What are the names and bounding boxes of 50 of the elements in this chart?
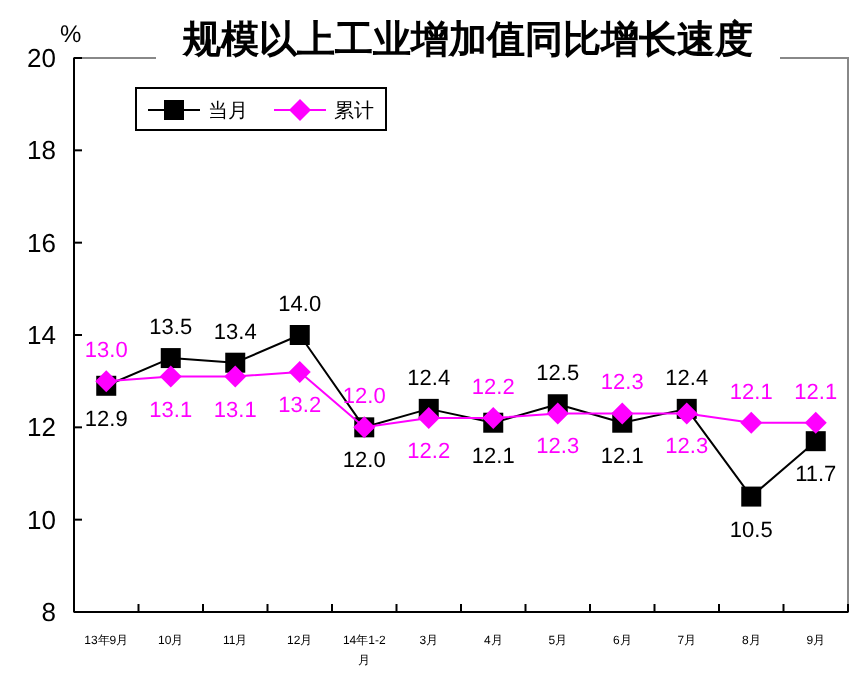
data-label: 12.3 xyxy=(665,435,709,460)
data-label: 13.1 xyxy=(149,398,193,423)
y-tick-label: 18 xyxy=(27,135,56,166)
point xyxy=(804,411,827,434)
data-label: 12.1 xyxy=(729,380,773,405)
data-label: 12.4 xyxy=(665,366,709,391)
data-label: 12.3 xyxy=(600,371,644,396)
data-label: 12.1 xyxy=(600,444,644,469)
y-tick-label: 10 xyxy=(27,504,56,535)
point xyxy=(417,407,440,430)
y-tick-label: 14 xyxy=(27,320,56,351)
point xyxy=(288,360,311,383)
chart-title: 规模以上工业增加值同比增长速度 xyxy=(181,18,753,62)
point xyxy=(224,365,247,388)
point xyxy=(159,365,182,388)
data-label: 10.5 xyxy=(729,518,773,543)
data-label: 13.4 xyxy=(213,320,257,345)
point xyxy=(160,348,181,369)
point xyxy=(741,486,762,507)
point xyxy=(95,370,118,393)
y-tick-label: 12 xyxy=(27,412,56,443)
data-label: 13.5 xyxy=(149,316,193,341)
data-label: 14.0 xyxy=(278,293,322,317)
point xyxy=(289,325,310,345)
point xyxy=(546,402,569,425)
data-label: 12.2 xyxy=(471,376,515,401)
y-tick-label: 20 xyxy=(27,43,56,74)
y-axis-title: % xyxy=(60,20,82,48)
data-label: 12.9 xyxy=(84,407,128,432)
point xyxy=(482,407,505,430)
data-label: 12.2 xyxy=(407,440,451,465)
data-label: 12.1 xyxy=(794,380,838,405)
point xyxy=(611,402,634,425)
data-label: 13.1 xyxy=(213,398,257,423)
data-label: 13.2 xyxy=(278,393,322,418)
data-label: 12.5 xyxy=(536,362,580,387)
data-label: 12.1 xyxy=(471,444,515,469)
legend-label: 累计 xyxy=(334,99,374,123)
point xyxy=(805,431,826,452)
point xyxy=(740,411,763,434)
data-label: 11.7 xyxy=(795,463,837,488)
y-tick-label: 16 xyxy=(27,227,56,258)
data-label: 12.3 xyxy=(536,435,580,460)
point xyxy=(675,402,698,425)
data-label: 12.0 xyxy=(342,385,386,410)
data-label: 12.0 xyxy=(342,449,386,474)
data-label: 13.0 xyxy=(84,339,128,364)
y-tick-label: 8 xyxy=(41,597,56,628)
legend-label: 当月 xyxy=(208,99,248,123)
data-label: 12.4 xyxy=(407,366,451,391)
